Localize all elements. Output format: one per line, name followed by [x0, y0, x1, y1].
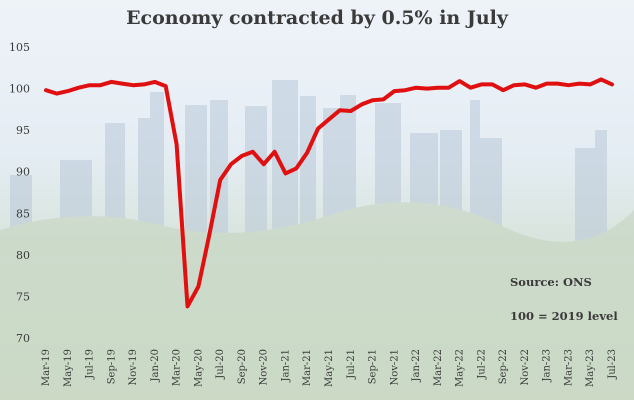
- x-tick-label: May-19: [63, 349, 74, 387]
- x-tick-label: Sep-22: [498, 349, 509, 384]
- x-tick-label: Mar-20: [172, 349, 183, 386]
- x-tick-label: Mar-22: [433, 349, 444, 386]
- x-tick-label: Sep-19: [106, 349, 117, 384]
- x-tick-label: May-20: [193, 349, 204, 387]
- x-tick-label: Nov-22: [520, 349, 531, 386]
- x-tick-label: Mar-21: [302, 349, 313, 386]
- source-annotation: Source: ONS: [510, 275, 592, 289]
- x-tick-label: May-23: [585, 349, 596, 387]
- x-tick-label: Nov-19: [128, 349, 139, 386]
- y-tick-label: 105: [9, 41, 30, 54]
- series-line: [44, 77, 614, 309]
- y-axis: 70 75 80 85 90 95 100 105: [9, 41, 30, 345]
- x-tick-label: Jul-21: [346, 349, 357, 380]
- x-tick-label: Jan-23: [542, 349, 553, 383]
- x-tick-label: Sep-21: [368, 349, 379, 384]
- skyline-silhouette: [0, 80, 634, 400]
- x-tick-label: Jan-20: [150, 349, 161, 383]
- x-tick-label: Jan-21: [280, 349, 291, 383]
- x-tick-label: Jul-20: [215, 349, 226, 380]
- baseline-annotation: 100 = 2019 level: [510, 309, 618, 323]
- x-tick-label: Nov-21: [389, 349, 400, 386]
- x-tick-label: Jul-22: [476, 349, 487, 380]
- x-tick-label: Mar-23: [563, 349, 574, 386]
- y-tick-label: 95: [16, 124, 30, 137]
- y-tick-label: 90: [16, 166, 30, 179]
- y-tick-label: 85: [16, 207, 30, 220]
- x-tick-label: Sep-20: [237, 349, 248, 384]
- x-tick-label: Jul-19: [85, 349, 96, 380]
- y-tick-label: 75: [16, 290, 30, 303]
- y-tick-label: 100: [9, 83, 30, 96]
- x-tick-label: Jan-22: [411, 349, 422, 383]
- x-axis: Mar-19 May-19 Jul-19 Sep-19 Nov-19 Jan-20 Mar-…: [41, 349, 618, 387]
- x-tick-label: Jul-23: [607, 349, 618, 380]
- y-tick-label: 70: [16, 332, 30, 345]
- y-tick-label: 80: [16, 249, 30, 262]
- chart-title: Economy contracted by 0.5% in July: [126, 7, 508, 29]
- x-tick-label: May-22: [455, 349, 466, 387]
- x-tick-label: May-21: [324, 349, 335, 387]
- x-tick-label: Mar-19: [41, 349, 52, 386]
- x-tick-label: Nov-20: [259, 349, 270, 386]
